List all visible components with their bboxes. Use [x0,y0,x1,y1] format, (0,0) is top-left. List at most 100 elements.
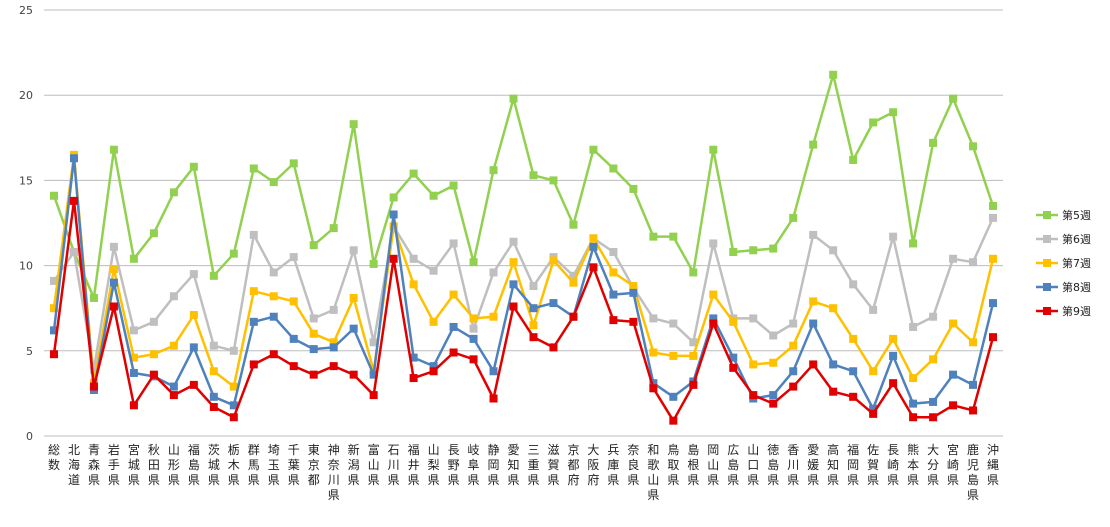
data-point [929,413,938,422]
data-point [789,213,798,222]
x-category-label: 宮崎県 [947,442,959,487]
data-point [449,348,458,357]
x-category-label: 千葉県 [288,443,300,487]
data-point [749,314,758,323]
x-category-label: 栃木県 [228,443,240,487]
x-category-label: 岡山県 [707,443,719,487]
data-point [449,290,458,299]
data-point [849,280,858,289]
data-point [489,166,498,175]
data-point [169,341,178,350]
legend-item: 第6週 [1036,232,1091,246]
x-category-label: 徳島県 [767,442,779,487]
data-point [609,164,618,173]
data-point [489,312,498,321]
x-category-label: 高知県 [827,442,839,487]
data-point [409,280,418,289]
data-point [909,413,918,422]
data-point [349,324,358,333]
data-point [409,374,418,383]
data-point [769,331,778,340]
data-point [949,370,958,379]
data-point [989,254,998,263]
x-category-label: 北海道 [68,443,80,487]
data-point [809,140,818,149]
data-point [309,314,318,323]
x-category-label: 愛媛県 [807,443,819,487]
data-point [249,317,258,326]
y-tick-label: 20 [19,89,33,102]
data-point [969,406,978,415]
data-point [749,246,758,255]
data-point [809,297,818,306]
data-point [389,254,398,263]
data-point [369,391,378,400]
data-point [149,229,158,238]
data-point [269,178,278,187]
data-point [649,232,658,241]
data-point [469,355,478,364]
x-category-label: 新潟県 [348,442,360,487]
x-category-label: 滋賀県 [547,443,559,487]
data-point [829,387,838,396]
data-point [529,282,538,291]
x-category-label: 香川県 [787,443,799,487]
data-point [969,142,978,151]
data-point [329,362,338,371]
data-point [509,237,518,246]
data-point [909,239,918,248]
data-point [149,350,158,359]
legend-swatch-marker [1043,259,1051,267]
data-point [489,367,498,376]
data-point [389,193,398,202]
x-category-label: 沖縄県 [987,443,999,487]
data-point [889,232,898,241]
data-point [929,138,938,147]
data-point [189,343,198,352]
data-point [229,413,238,422]
data-point [129,368,138,377]
data-point [529,333,538,342]
data-point [409,353,418,362]
data-point [949,254,958,263]
x-category-label: 岐阜県 [468,443,480,487]
x-category-label: 東京都 [308,443,320,487]
data-point [249,287,258,296]
data-point [669,416,678,425]
data-point [489,394,498,403]
data-point [329,305,338,314]
legend-label: 第6週 [1062,232,1091,246]
data-point [109,302,118,311]
data-point [289,334,298,343]
x-category-label: 山梨県 [428,443,440,487]
data-point [789,382,798,391]
x-category-label: 長崎県 [887,443,899,487]
data-point [249,360,258,369]
data-point [469,324,478,333]
data-point [89,382,98,391]
data-point [689,338,698,347]
data-point [449,239,458,248]
data-point [469,314,478,323]
data-point [769,399,778,408]
data-point [169,188,178,197]
data-point [229,249,238,258]
data-point [709,314,718,323]
data-point [569,278,578,287]
data-point [109,265,118,274]
data-point [869,118,878,127]
data-point [189,311,198,320]
data-point [949,401,958,410]
data-point [249,230,258,239]
data-point [69,154,78,163]
data-point [429,266,438,275]
data-point [189,380,198,389]
data-point [309,329,318,338]
data-point [609,268,618,277]
data-point [849,334,858,343]
data-point [209,403,218,412]
data-point [689,268,698,277]
data-point [529,321,538,330]
data-point [229,346,238,355]
data-point [829,246,838,255]
